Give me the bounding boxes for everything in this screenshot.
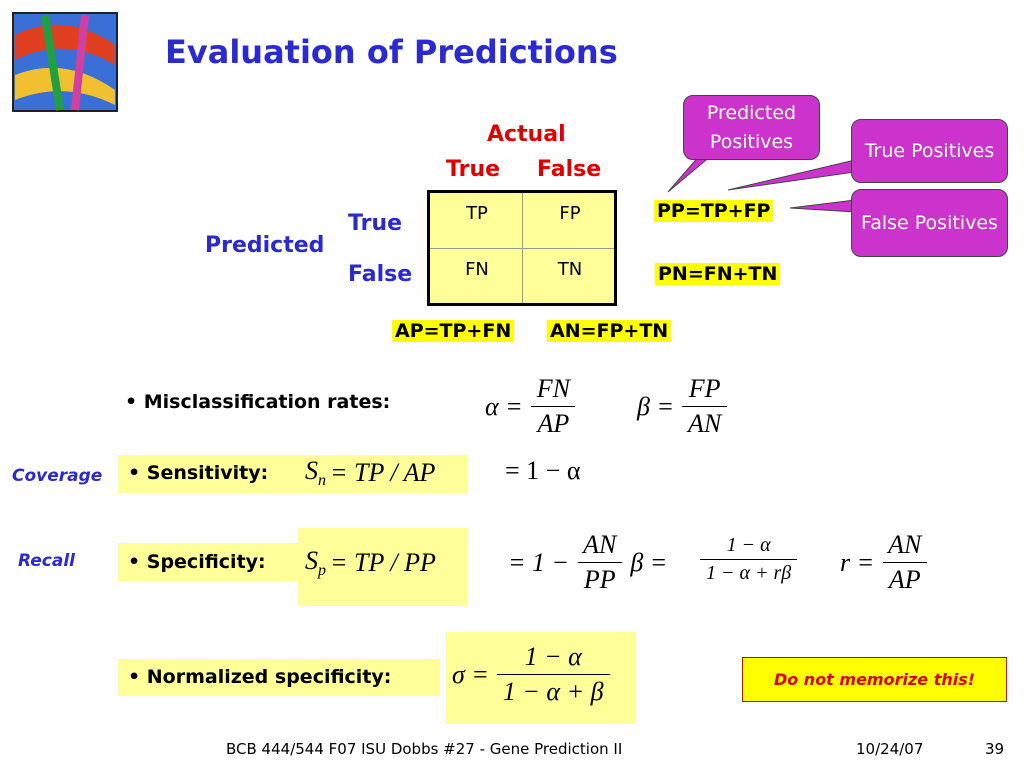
symbol: S [305, 456, 318, 485]
formula-rhs: = TP / PP [330, 548, 436, 578]
predicted-false: False [348, 262, 413, 287]
clipart-icon [12, 12, 118, 112]
formula-sensitivity: Sn = TP / AP [305, 456, 435, 490]
formula-rhs: = TP / AP [330, 458, 436, 488]
formula-sensitivity-alt: = 1 − α [505, 456, 581, 485]
bullet-text: Sensitivity: [146, 462, 269, 484]
formula-specificity: Sp = TP / PP [305, 546, 436, 580]
slide-title: Evaluation of Predictions [165, 33, 618, 71]
note: Do not memorize this! [742, 657, 1007, 702]
symbol: S [305, 546, 318, 575]
formula-r: r = AN AP [840, 528, 927, 597]
footer-text: BCB 444/544 F07 ISU Dobbs #27 - Gene Pre… [226, 740, 623, 758]
denominator: PP [577, 562, 622, 597]
matrix-cell: TP [466, 203, 488, 224]
bullet: • Normalized specificity: [128, 666, 392, 688]
callout: True Positives [851, 119, 1008, 183]
formula-lhs: β = [637, 391, 674, 421]
row-sum: PP=TP+FP [654, 200, 774, 222]
callout: False Positives [851, 189, 1008, 257]
highlight-box [118, 455, 468, 493]
numerator: 1 − α [524, 642, 582, 671]
predicted-label: Predicted [205, 233, 325, 258]
formula-lhs: = 1 − [508, 547, 570, 577]
bullet-text: Misclassification rates: [143, 391, 391, 413]
confusion-matrix: TP FP FN TN [427, 190, 617, 306]
matrix-cell: TN [557, 259, 583, 280]
bullet-text: Specificity: [146, 551, 266, 573]
bullet: • Misclassification rates: [125, 391, 391, 413]
numerator: FP [688, 374, 721, 403]
bullet: • Specificity: [128, 551, 266, 573]
formula-specificity-alt: = 1 − AN PP β = [508, 528, 667, 597]
bullet-text: Normalized specificity: [146, 666, 392, 688]
numerator: 1 − α [726, 534, 771, 556]
footer-date: 10/24/07 [856, 740, 924, 758]
highlight-box [446, 632, 636, 724]
matrix-cell: FN [465, 259, 489, 280]
highlight-box [118, 543, 298, 581]
formula-lhs: σ = [452, 659, 489, 689]
formula-lhs: α = [485, 391, 523, 421]
numerator: FN [536, 374, 570, 403]
denominator: AP [882, 562, 927, 597]
formula-rhs: β = [630, 547, 668, 577]
row-sum: PN=FN+TN [655, 263, 781, 285]
highlight-box [118, 659, 440, 696]
denominator: 1 − α + β [496, 674, 610, 709]
side-label: Recall [18, 551, 75, 571]
callout: Predicted Positives [683, 95, 820, 160]
predicted-true: True [348, 211, 403, 236]
matrix-cell: FP [559, 203, 581, 224]
numerator: AN [888, 530, 922, 559]
numerator: AN [583, 530, 617, 559]
bullet: • Sensitivity: [128, 462, 269, 484]
actual-false: False [537, 157, 602, 182]
denominator: AN [682, 406, 728, 441]
page-number: 39 [985, 740, 1005, 758]
actual-label: Actual [487, 122, 566, 147]
actual-true: True [446, 157, 501, 182]
col-sum: AP=TP+FN [392, 320, 515, 342]
side-label: Coverage [12, 466, 103, 486]
formula-normalized: σ = 1 − α 1 − α + β [452, 640, 610, 709]
subscript: n [318, 472, 326, 490]
denominator: 1 − α + rβ [700, 559, 798, 587]
highlight-box [298, 528, 468, 606]
denominator: AP [531, 406, 576, 441]
subscript: p [318, 562, 326, 580]
formula-beta: β = FP AN [637, 372, 728, 441]
formula-specificity-alt2: 1 − α 1 − α + rβ [700, 532, 798, 587]
formula-lhs: r = [840, 547, 875, 577]
formula-alpha: α = FN AP [485, 372, 576, 441]
col-sum: AN=FP+TN [547, 320, 672, 342]
